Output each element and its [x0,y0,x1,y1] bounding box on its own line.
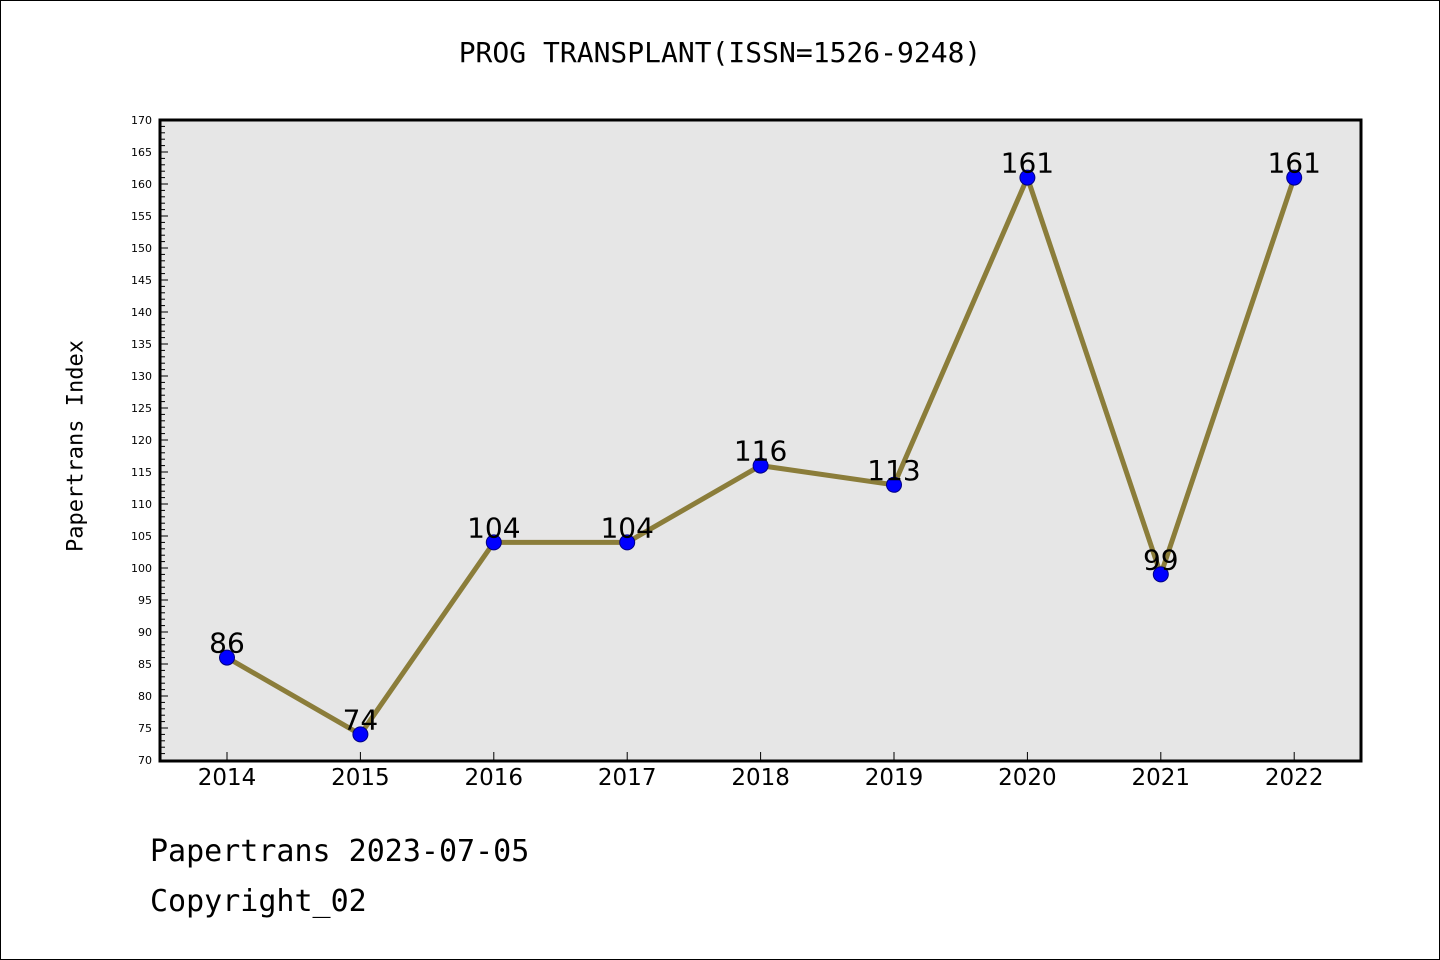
y-tick-label: 70 [138,754,152,767]
y-tick-label: 160 [131,178,152,191]
y-tick-label: 130 [131,370,152,383]
data-label: 99 [1143,543,1179,576]
data-point [752,457,769,474]
data-labels-group: 86 74 104 104 116 113 161 99 161 [209,147,1321,737]
data-point [619,534,636,551]
data-point [1152,566,1169,583]
y-tick-label: 75 [138,722,152,735]
y-tick-label: 120 [131,434,152,447]
series-group [219,169,1303,743]
data-label: 74 [343,703,379,736]
x-tick-label: 2015 [331,765,390,791]
x-axis-ticks: 2014 2015 2016 2017 2018 2019 2020 2021 2022 [198,752,1324,791]
data-point [1019,169,1036,186]
footer-copyright: Copyright_02 [150,884,367,919]
y-tick-label: 110 [131,498,152,511]
y-tick-label: 100 [131,562,152,575]
y-tick-label: 90 [138,626,152,639]
data-point [219,649,235,666]
y-tick-label: 170 [131,114,152,127]
y-tick-label: 105 [131,530,152,543]
data-label: 104 [600,511,653,544]
y-axis-ticks: 70 75 80 85 90 95 100 105 110 115 120 125 130 135 140 1… [131,114,168,767]
chart-title: PROG TRANSPLANT(ISSN=1526-9248) [458,36,982,69]
data-point [352,726,369,743]
y-tick-label: 125 [131,402,152,415]
x-tick-label: 2018 [731,765,790,791]
x-tick-label: 2017 [598,765,657,791]
y-tick-label: 115 [131,466,152,479]
data-label: 116 [734,435,787,468]
data-point [485,534,502,551]
y-tick-label: 80 [138,690,152,703]
y-tick-label: 140 [131,306,152,319]
data-label: 104 [467,511,520,544]
x-tick-label: 2021 [1132,765,1191,791]
data-point [886,476,902,493]
y-tick-label: 135 [131,338,152,351]
data-label: 113 [867,454,920,487]
x-tick-label: 2022 [1265,765,1324,791]
data-label: 161 [1001,147,1054,180]
data-point [1286,169,1303,186]
y-tick-label: 145 [131,274,152,287]
x-tick-label: 2019 [865,765,924,791]
plot-area [158,118,1363,763]
y-tick-label: 165 [131,146,152,159]
y-tick-label: 150 [131,242,152,255]
x-tick-label: 2014 [198,765,257,791]
y-tick-label: 155 [131,210,152,223]
footer-date: Papertrans 2023-07-05 [150,834,530,869]
x-tick-label: 2020 [998,765,1057,791]
data-label: 86 [209,627,245,660]
y-tick-label: 95 [138,594,152,607]
y-tick-label: 85 [138,658,152,671]
data-label: 161 [1267,147,1320,180]
x-tick-label: 2016 [465,765,524,791]
